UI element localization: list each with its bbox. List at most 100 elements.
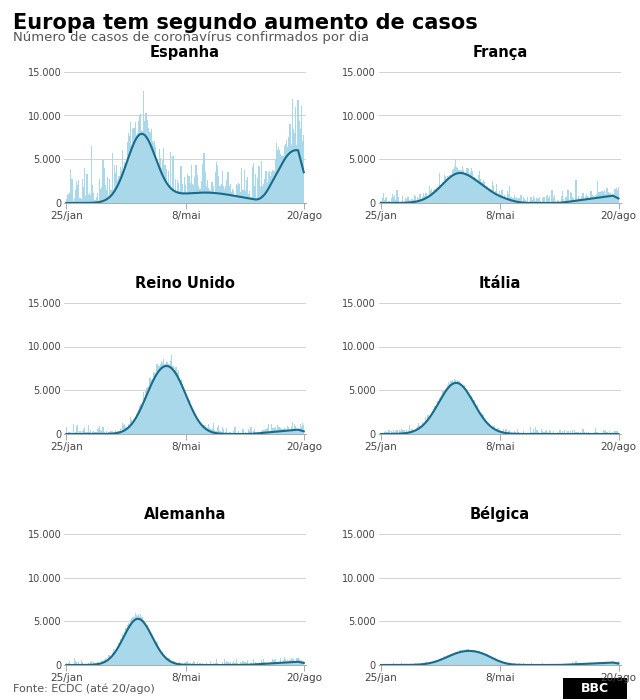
Bar	[185, 185, 186, 203]
Bar	[458, 652, 460, 665]
Bar	[445, 176, 446, 203]
Bar	[291, 146, 292, 203]
Bar	[448, 177, 449, 203]
Bar	[461, 171, 462, 203]
Bar	[463, 170, 464, 203]
Bar	[215, 663, 216, 665]
Bar	[561, 433, 562, 434]
Bar	[415, 663, 416, 665]
Bar	[269, 663, 270, 665]
Bar	[225, 186, 227, 203]
Bar	[237, 186, 238, 203]
Bar	[215, 431, 216, 434]
Bar	[212, 663, 214, 665]
Bar	[303, 134, 305, 203]
Bar	[545, 664, 546, 665]
Bar	[166, 658, 168, 665]
Bar	[253, 430, 254, 434]
Bar	[596, 663, 597, 665]
Bar	[435, 188, 436, 203]
Bar	[176, 663, 177, 665]
Bar	[485, 420, 486, 434]
Bar	[69, 193, 70, 203]
Bar	[586, 663, 587, 665]
Bar	[415, 196, 416, 203]
Bar	[603, 192, 604, 203]
Bar	[400, 431, 401, 434]
Bar	[495, 430, 496, 434]
Bar	[89, 193, 90, 203]
Bar	[603, 430, 604, 434]
Bar	[201, 181, 202, 203]
Bar	[451, 654, 452, 665]
Bar	[487, 188, 488, 203]
Bar	[193, 185, 194, 203]
Bar	[516, 433, 517, 434]
Bar	[99, 178, 100, 203]
Bar	[612, 433, 613, 434]
Bar	[500, 662, 501, 665]
Bar	[109, 178, 111, 203]
Bar	[513, 195, 515, 203]
Bar	[422, 422, 423, 434]
Bar	[413, 664, 415, 665]
Bar	[289, 124, 291, 203]
Bar	[393, 430, 394, 434]
Bar	[558, 433, 559, 434]
Bar	[430, 416, 431, 434]
Bar	[488, 655, 490, 665]
Bar	[523, 663, 524, 665]
Bar	[510, 433, 511, 434]
Bar	[147, 120, 148, 203]
Bar	[131, 619, 132, 665]
Bar	[285, 144, 286, 203]
Bar	[100, 664, 101, 665]
Bar	[598, 193, 600, 203]
Bar	[276, 143, 277, 203]
Bar	[493, 186, 494, 203]
Bar	[76, 181, 77, 203]
Bar	[390, 664, 391, 665]
Bar	[422, 664, 423, 665]
Bar	[93, 193, 95, 203]
Bar	[387, 432, 388, 434]
Bar	[123, 425, 124, 434]
Bar	[478, 176, 479, 203]
Bar	[101, 431, 102, 434]
Bar	[74, 198, 75, 203]
Bar	[89, 664, 90, 665]
Bar	[234, 663, 236, 665]
Bar	[302, 423, 303, 434]
Bar	[394, 195, 396, 203]
Bar	[115, 650, 116, 665]
Bar	[463, 651, 464, 665]
Bar	[116, 648, 117, 665]
Bar	[575, 432, 577, 434]
Bar	[612, 662, 613, 665]
Bar	[69, 661, 70, 665]
Bar	[439, 398, 440, 434]
Bar	[76, 426, 77, 434]
Bar	[441, 659, 442, 665]
Bar	[84, 428, 85, 434]
Bar	[113, 433, 114, 434]
Bar	[246, 663, 247, 665]
Bar	[494, 659, 495, 665]
Bar	[420, 426, 422, 434]
Bar	[509, 664, 510, 665]
Bar	[538, 199, 539, 203]
Bar	[299, 659, 300, 665]
Bar	[279, 150, 280, 203]
Bar	[91, 661, 92, 665]
Bar	[406, 430, 407, 434]
Bar	[134, 613, 136, 665]
Bar	[464, 650, 465, 665]
Bar	[195, 417, 196, 434]
Bar	[460, 170, 461, 203]
Bar	[486, 422, 487, 434]
Bar	[535, 664, 536, 665]
Bar	[503, 197, 504, 203]
Bar	[105, 658, 106, 665]
Bar	[107, 177, 108, 203]
Bar	[449, 655, 451, 665]
